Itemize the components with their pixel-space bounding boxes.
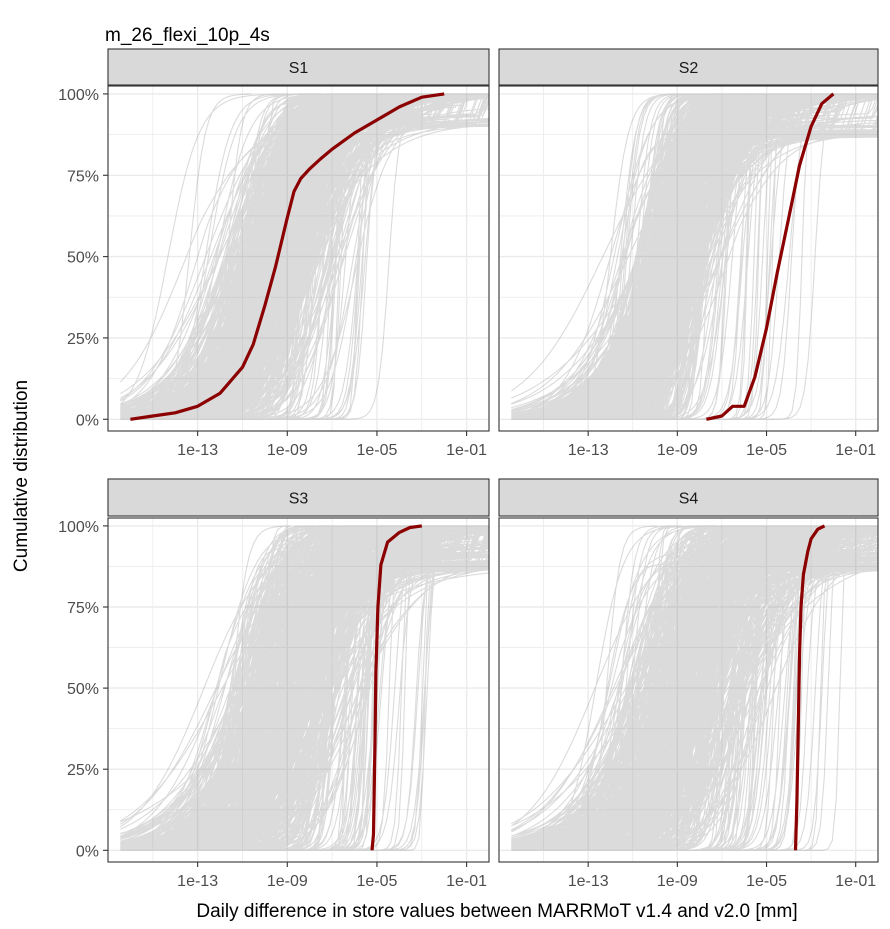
facet-panels: S1 1e-13 1e-09 1e-05 1e-01 0% 25% 50% 75% 100% S2 1… — [58, 49, 890, 890]
x-tick-label: 1e-13 — [177, 442, 218, 459]
chart-title: m_26_flexi_10p_4s — [105, 25, 270, 46]
x-tick-label: 1e-05 — [746, 442, 787, 459]
x-tick-label: 1e-09 — [657, 442, 698, 459]
x-tick-label: 1e-09 — [657, 873, 698, 890]
x-tick-label: 1e-05 — [746, 873, 787, 890]
x-axis-ticks: 1e-13 1e-09 1e-05 1e-01 — [568, 862, 877, 890]
y-tick-label: 50% — [67, 250, 99, 267]
y-axis-label: Cumulative distribution — [11, 380, 32, 572]
facet-strip: S3 — [108, 479, 489, 516]
facet-strip: S2 — [499, 49, 878, 85]
x-tick-label: 1e-13 — [568, 442, 609, 459]
x-tick-label: 1e-09 — [267, 442, 308, 459]
x-tick-label: 1e-01 — [835, 442, 876, 459]
y-axis-ticks: 0% 25% 50% 75% 100% — [58, 87, 108, 429]
y-axis-ticks: 0% 25% 50% 75% 100% — [58, 519, 108, 860]
y-tick-label: 100% — [58, 519, 99, 536]
y-tick-label: 25% — [67, 331, 99, 348]
panel-s4: S4 1e-13 1e-09 1e-05 1e-01 — [499, 479, 890, 890]
y-tick-label: 25% — [67, 762, 99, 779]
y-tick-label: 75% — [67, 168, 99, 185]
facet-strip-label: S4 — [679, 491, 699, 508]
x-tick-label: 1e-13 — [568, 873, 609, 890]
y-tick-label: 100% — [58, 87, 99, 104]
x-tick-label: 1e-01 — [446, 442, 487, 459]
panel-s2: S2 1e-13 1e-09 1e-05 1e-01 — [499, 49, 890, 459]
facet-strip: S4 — [499, 479, 878, 516]
x-axis-label: Daily difference in store values between… — [196, 901, 797, 922]
x-axis-ticks: 1e-13 1e-09 1e-05 1e-01 — [177, 431, 487, 459]
x-tick-label: 1e-05 — [356, 873, 397, 890]
x-axis-ticks: 1e-13 1e-09 1e-05 1e-01 — [568, 431, 877, 459]
x-tick-label: 1e-01 — [835, 873, 876, 890]
y-tick-label: 0% — [76, 412, 99, 429]
facet-strip: S1 — [108, 49, 489, 85]
y-tick-label: 0% — [76, 843, 99, 860]
x-tick-label: 1e-09 — [267, 873, 308, 890]
x-axis-ticks: 1e-13 1e-09 1e-05 1e-01 — [177, 862, 487, 890]
x-tick-label: 1e-13 — [177, 873, 218, 890]
facet-strip-label: S3 — [289, 491, 309, 508]
facet-strip-label: S1 — [289, 60, 309, 77]
facet-strip-label: S2 — [679, 60, 699, 77]
x-tick-label: 1e-05 — [356, 442, 397, 459]
y-tick-label: 50% — [67, 681, 99, 698]
y-tick-label: 75% — [67, 600, 99, 617]
x-tick-label: 1e-01 — [446, 873, 487, 890]
